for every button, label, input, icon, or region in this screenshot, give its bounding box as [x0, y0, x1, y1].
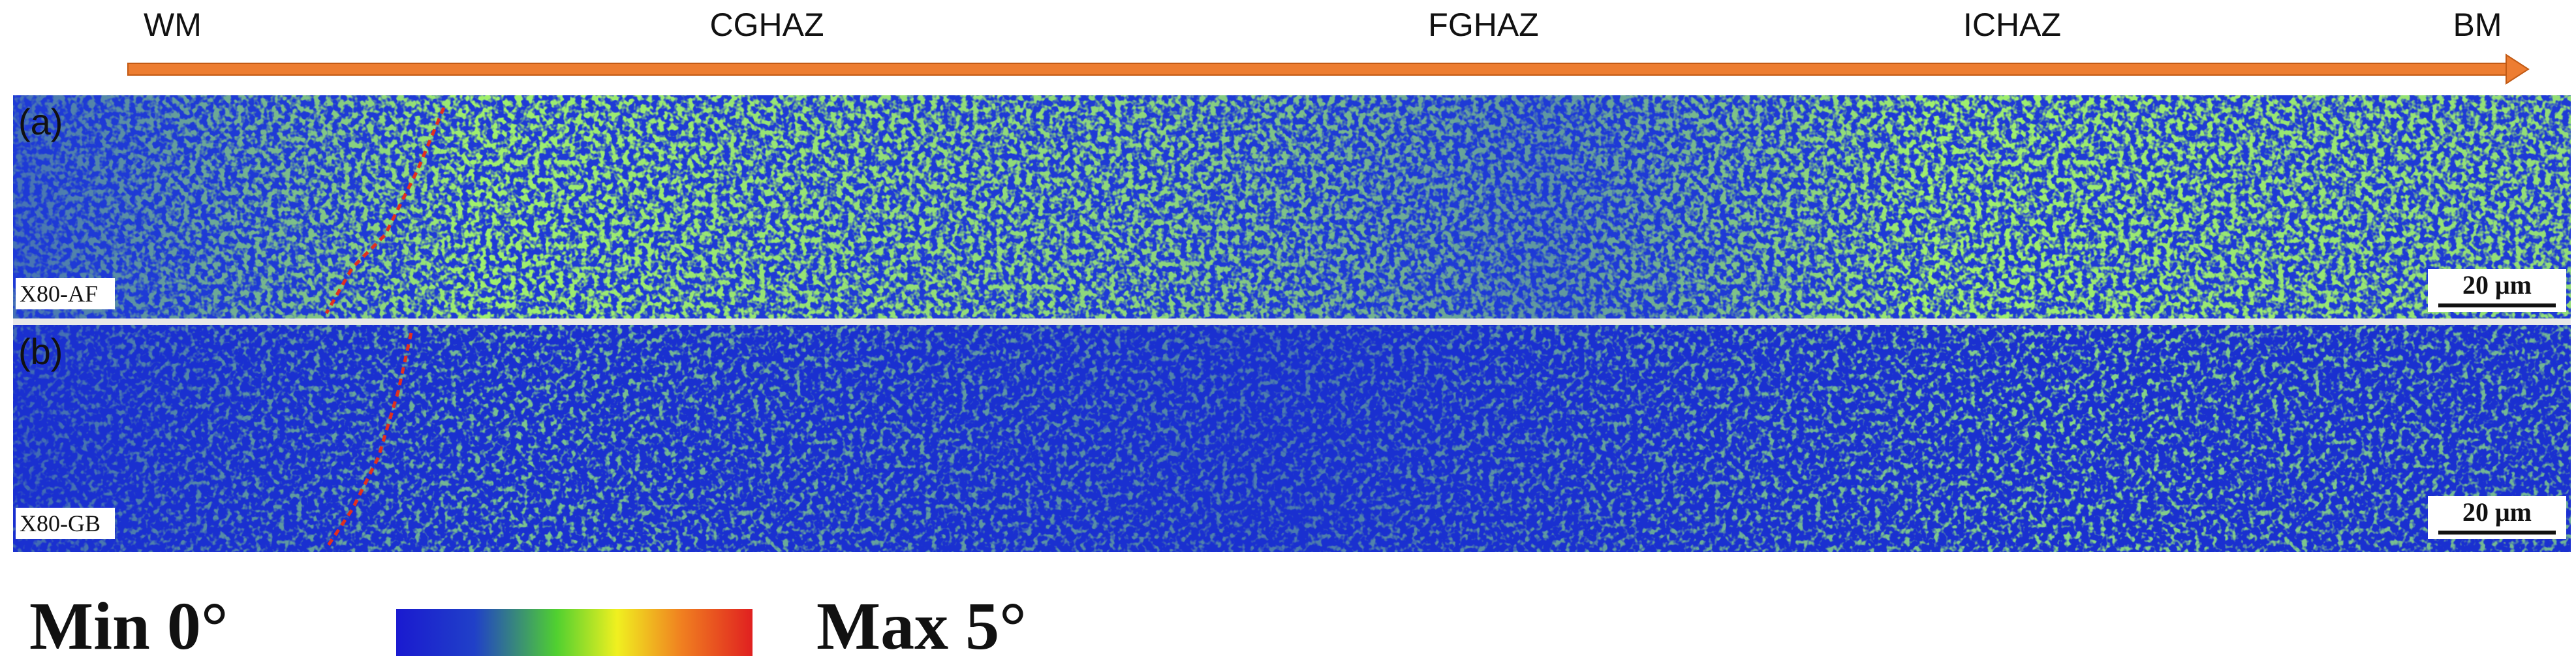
zone-label: ICHAZ [1963, 7, 2061, 43]
sample-label: X80-AF [20, 281, 98, 307]
sample-label: X80-GB [20, 510, 101, 536]
zone-label: BM [2453, 7, 2502, 43]
scale-bar-label: 20 μm [2462, 497, 2532, 527]
panel-label: (b) [18, 331, 63, 372]
separator [13, 318, 2571, 325]
zone-label: WM [144, 7, 202, 43]
color-bar [396, 609, 753, 656]
panel-label: (a) [18, 101, 63, 142]
kam-map: (a) X80-AF 20 μm [13, 95, 2571, 318]
zone-label: FGHAZ [1428, 7, 1538, 43]
kam-map: (b) X80-GB 20 μm [13, 325, 2571, 552]
legend-max: Max 5° [816, 589, 1027, 664]
arrow [127, 54, 2530, 85]
legend-min: Min 0° [29, 589, 228, 664]
scale-bar-label: 20 μm [2462, 270, 2532, 300]
zone-label: CGHAZ [710, 7, 824, 43]
